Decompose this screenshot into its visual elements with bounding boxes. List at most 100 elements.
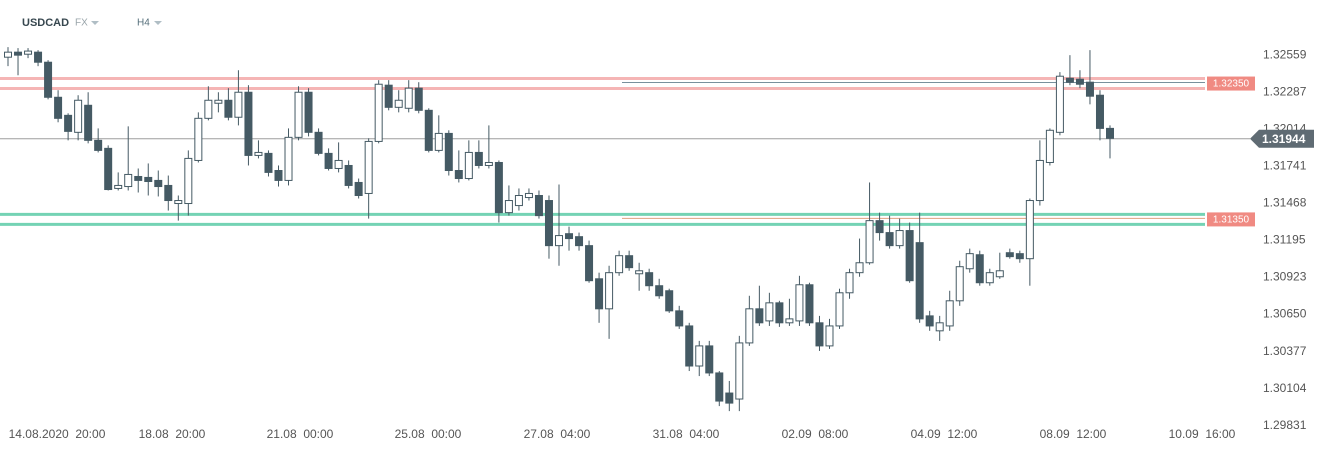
candle-body — [1045, 129, 1054, 163]
candle-body — [915, 242, 924, 320]
candle-body — [224, 99, 233, 118]
candle-body — [825, 325, 834, 347]
candle-body — [154, 179, 163, 188]
last-price-label: 1.31944 — [1262, 132, 1306, 146]
candle-body — [665, 290, 674, 312]
candle-body — [274, 170, 283, 181]
dropdown-caret[interactable] — [91, 21, 99, 25]
y-tick-label: 1.30104 — [1263, 381, 1307, 395]
candle-body — [24, 50, 33, 55]
candle-body — [344, 164, 353, 186]
candle-body — [875, 220, 884, 234]
candle-body — [364, 140, 373, 194]
candle-body — [625, 255, 634, 269]
candle-body — [555, 235, 563, 247]
candle-body — [244, 91, 253, 156]
candle-body — [685, 325, 694, 367]
candle-body — [775, 302, 784, 324]
candle-body — [765, 302, 774, 322]
level-label-box — [1207, 212, 1255, 227]
timeframe[interactable]: H4 — [137, 18, 150, 29]
candle-body — [434, 132, 443, 151]
candle-body — [64, 114, 73, 132]
candle-body — [695, 345, 704, 367]
candle-body — [164, 184, 173, 202]
candle-body — [635, 270, 644, 275]
candle-body — [975, 254, 984, 284]
candle-body — [34, 51, 43, 63]
candle-body — [324, 152, 333, 169]
market[interactable]: FX — [75, 18, 88, 29]
candle-body — [925, 315, 934, 327]
candle-body — [895, 230, 904, 247]
candle-body — [14, 51, 23, 56]
candle-body — [264, 152, 273, 173]
candle-body — [645, 272, 654, 287]
candle-body — [605, 272, 614, 310]
candle-body — [534, 195, 543, 217]
candle-body — [955, 266, 964, 302]
y-tick-label: 1.30923 — [1263, 270, 1307, 284]
candle-body — [74, 99, 83, 133]
candle-body — [94, 139, 103, 151]
y-tick-label: 1.32559 — [1263, 47, 1307, 61]
candle-body — [675, 310, 684, 327]
x-tick-label: 18.08 20:00 — [139, 427, 206, 441]
candle-body — [1065, 77, 1074, 83]
candle-body — [1015, 253, 1024, 260]
candle-body — [444, 132, 453, 172]
x-tick-label: 04.09 12:00 — [911, 427, 978, 441]
candle-body — [1085, 81, 1094, 97]
candle-body — [985, 272, 994, 284]
candle-body — [514, 195, 523, 207]
candle-body — [1005, 252, 1014, 258]
x-tick-label: 21.08 00:00 — [267, 427, 334, 441]
candle-body — [725, 392, 734, 404]
candle-body — [855, 262, 864, 274]
candle-body — [104, 147, 113, 191]
candle-body — [615, 255, 624, 274]
dropdown-caret[interactable] — [154, 21, 162, 25]
candle-body — [54, 96, 63, 119]
candle-body — [835, 292, 844, 327]
candle-body — [304, 91, 313, 133]
x-tick-label: 25.08 00:00 — [395, 427, 462, 441]
candle-body — [585, 245, 594, 282]
candle-body — [174, 200, 183, 205]
candle-body — [194, 117, 203, 161]
candle-body — [755, 308, 764, 324]
candle-body — [1055, 75, 1064, 133]
candle-body — [715, 372, 724, 402]
candle-body — [384, 84, 393, 108]
candle-body — [484, 161, 493, 166]
candle-body — [114, 184, 123, 189]
y-tick-label: 1.30650 — [1263, 307, 1307, 321]
candle-body — [705, 345, 714, 374]
symbol[interactable]: USDCAD — [22, 17, 69, 29]
candle-body — [204, 99, 213, 119]
candle-body — [4, 51, 12, 58]
candle-body — [785, 318, 794, 324]
candle-body — [565, 233, 574, 240]
x-tick-label: 02.09 08:00 — [782, 427, 849, 441]
candle-body — [504, 200, 513, 214]
candle-body — [905, 230, 914, 282]
level-label: 1.31350 — [1213, 215, 1250, 226]
candle-body — [294, 91, 303, 138]
candle-body — [424, 109, 433, 151]
candle-body — [474, 151, 483, 166]
last-price-marker — [1250, 129, 1314, 148]
candle-body — [745, 308, 754, 344]
candle-body — [524, 192, 533, 199]
candle-body — [234, 91, 243, 118]
candle-body — [965, 253, 974, 270]
x-tick-label: 31.08 04:00 — [653, 427, 720, 441]
candle-body — [254, 151, 263, 156]
level-label-box — [1207, 76, 1255, 91]
candle-body — [374, 83, 383, 142]
candle-body — [404, 87, 413, 109]
candle-body — [655, 285, 664, 297]
candle-body — [134, 175, 143, 181]
candle-body — [595, 278, 604, 310]
